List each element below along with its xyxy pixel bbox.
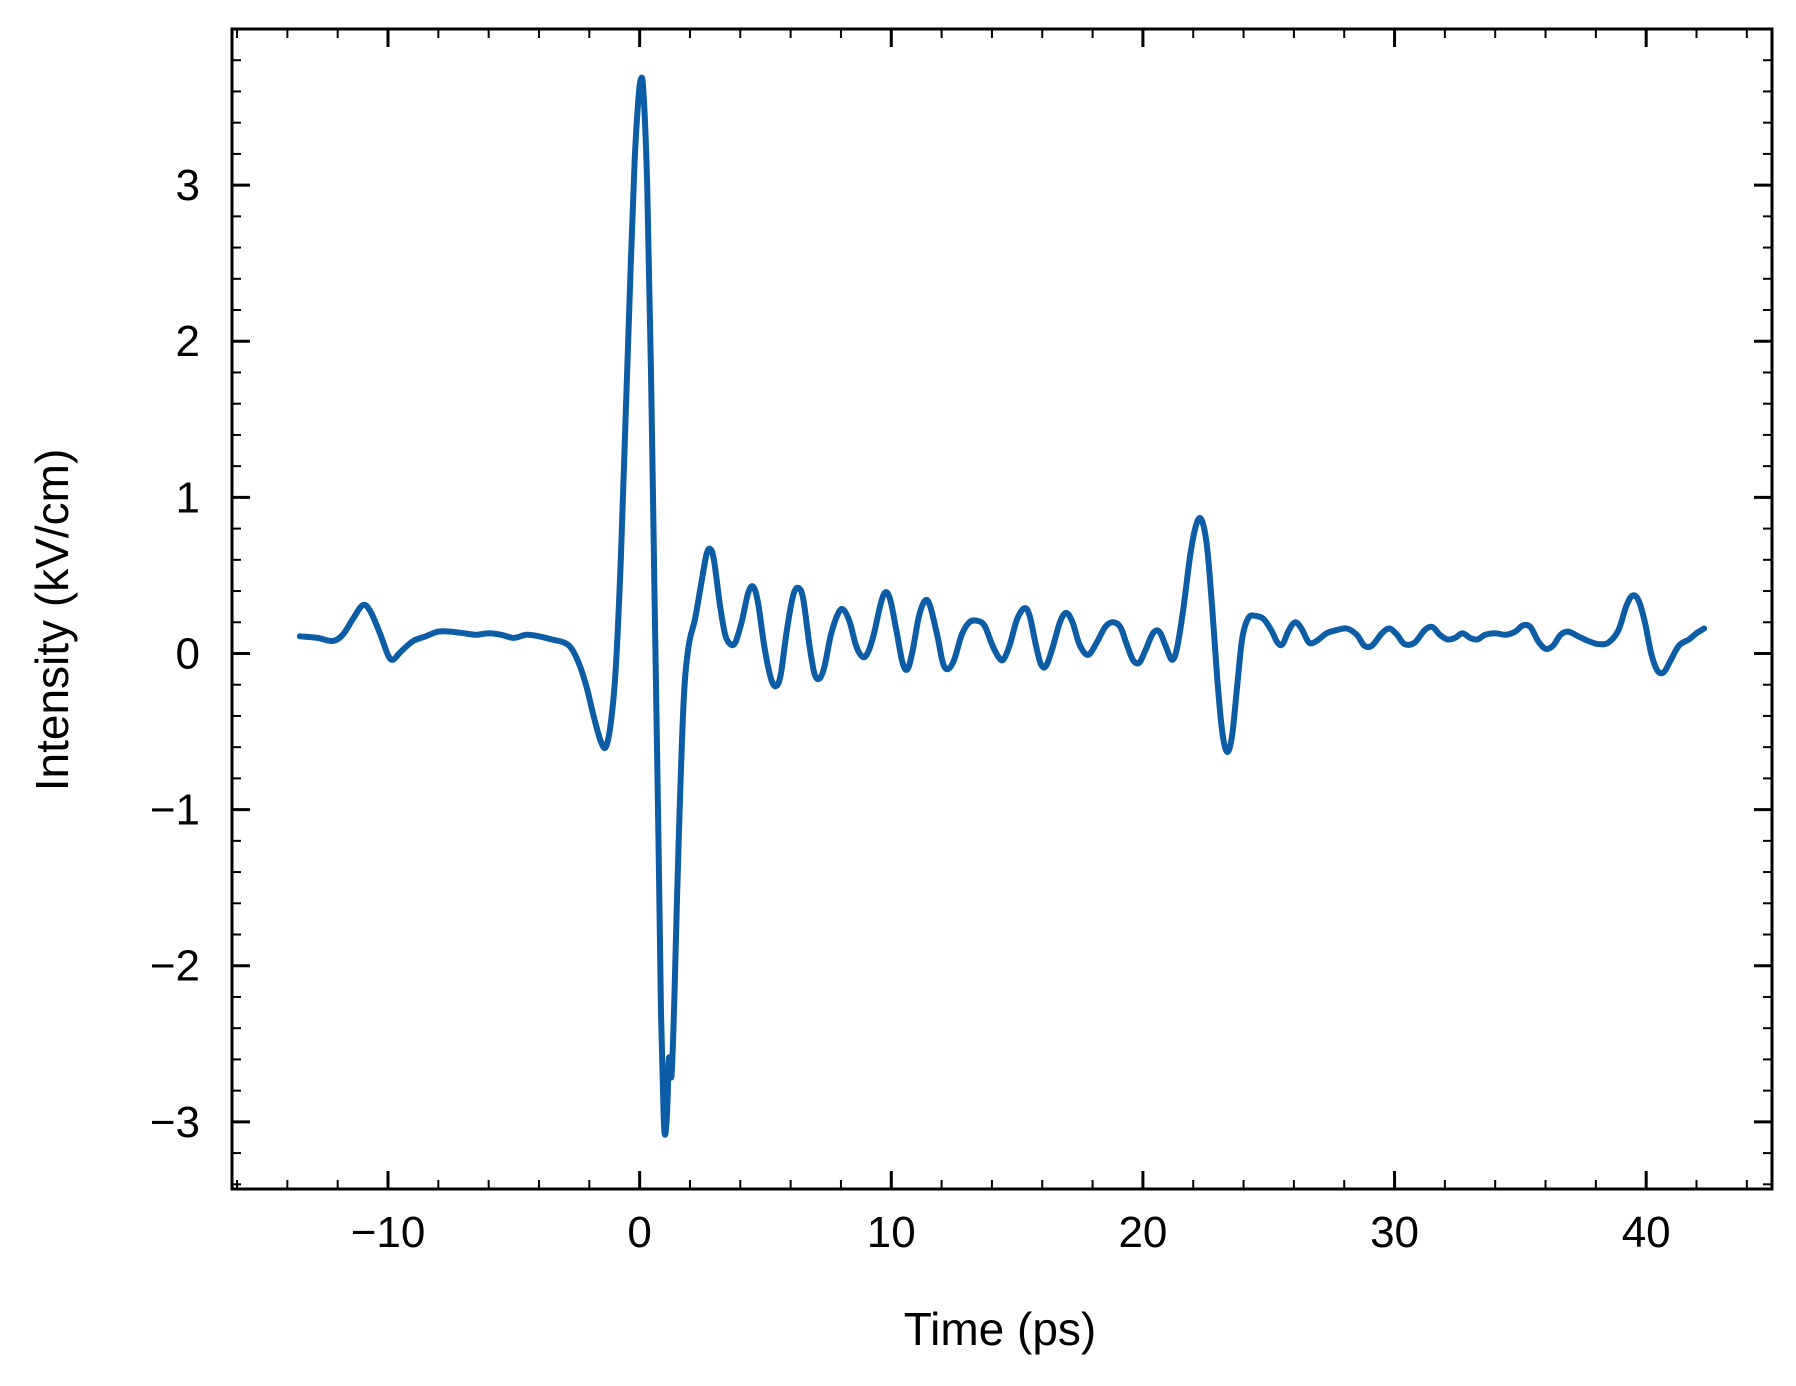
x-tick-labels: −10 0 10 20 30 40 [351, 1208, 1671, 1257]
y-tick-label: 3 [176, 161, 200, 210]
y-tick-label: 2 [176, 317, 200, 366]
plot-frame [230, 27, 1774, 1191]
y-tick-label: −1 [150, 786, 200, 835]
x-tick-label: 10 [867, 1208, 916, 1257]
y-tick-label: 1 [176, 473, 200, 522]
y-tick-label: −2 [150, 942, 200, 991]
major-ticks [232, 29, 1772, 1189]
x-tick-label: 20 [1118, 1208, 1167, 1257]
x-tick-label: 40 [1622, 1208, 1671, 1257]
x-tick-label: −10 [351, 1208, 426, 1257]
x-tick-label: 0 [627, 1208, 651, 1257]
y-tick-labels: −3 −2 −1 0 1 2 3 [150, 161, 200, 1147]
y-axis-label: Intensity (kV/cm) [26, 449, 78, 792]
y-tick-label: 0 [176, 629, 200, 678]
x-tick-label: 30 [1370, 1208, 1419, 1257]
y-tick-label: −3 [150, 1098, 200, 1147]
series-line [296, 74, 1708, 1138]
x-axis-label: Time (ps) [904, 1303, 1097, 1355]
